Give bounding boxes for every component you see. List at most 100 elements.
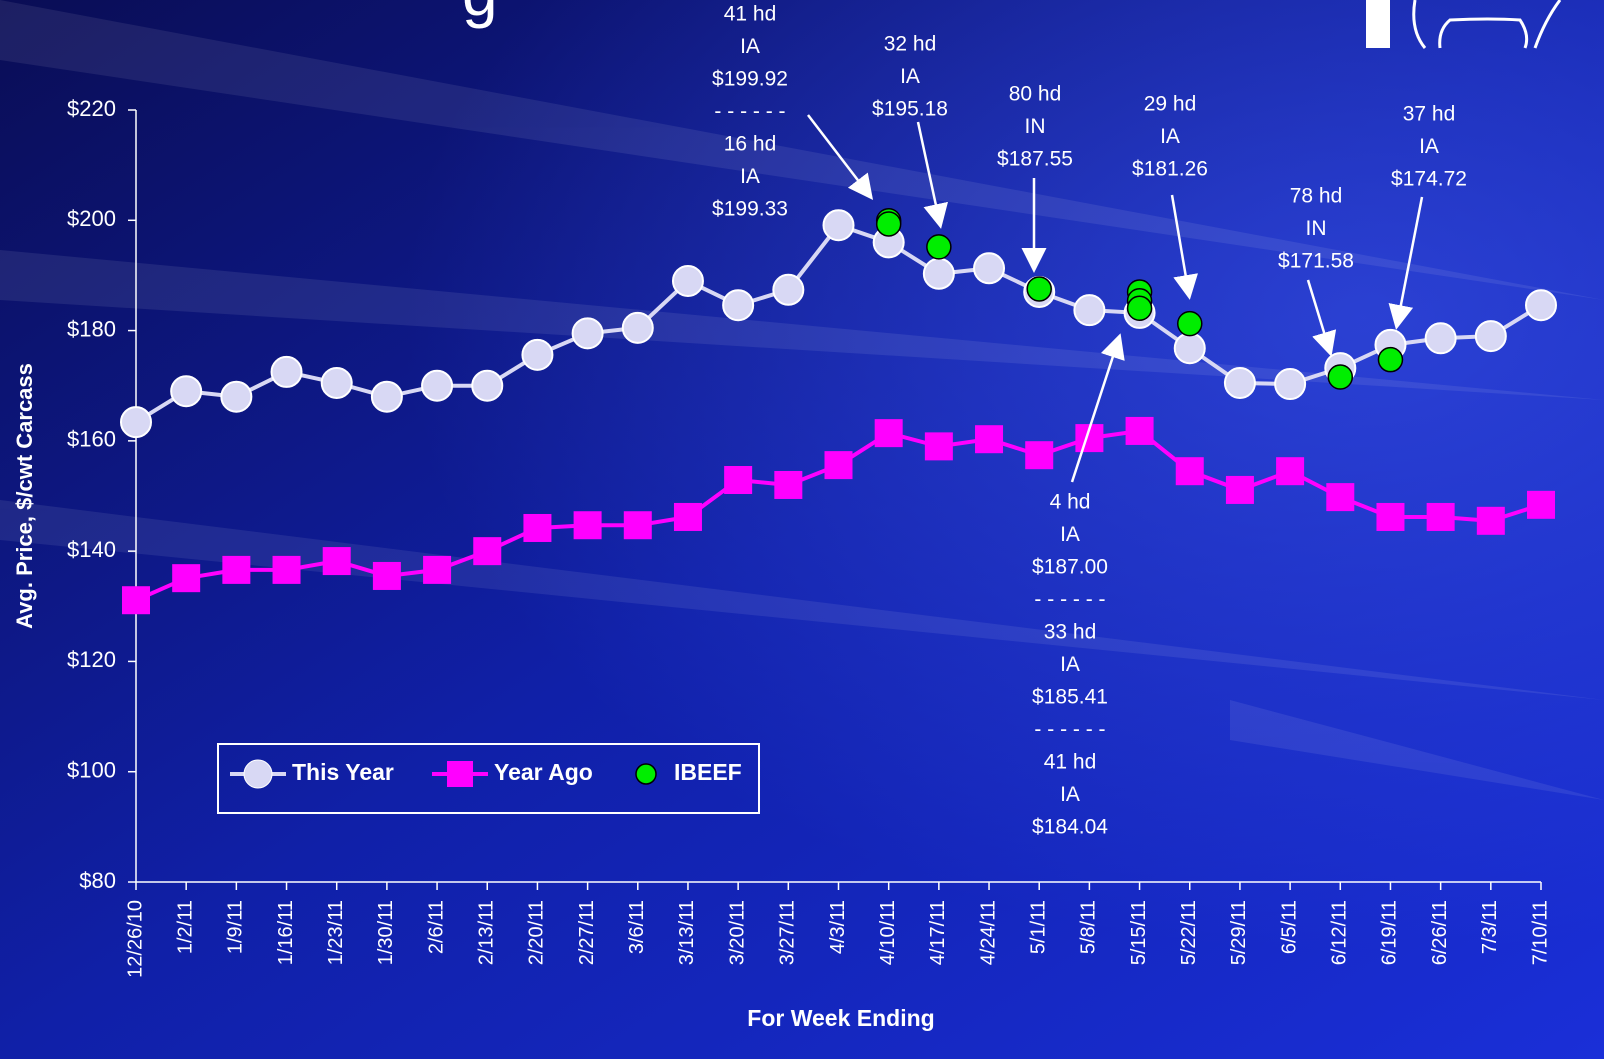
x-axis-label: For Week Ending: [747, 1005, 934, 1031]
x-tick-label: 1/16/11: [275, 900, 297, 965]
point: [974, 253, 1004, 283]
annotation: $199.33: [712, 198, 788, 221]
legend-marker: [636, 764, 656, 784]
point: [1326, 483, 1354, 511]
point: [774, 471, 802, 499]
point: [423, 556, 451, 584]
y-tick-label: $100: [67, 758, 116, 783]
legend-label: Year Ago: [494, 759, 593, 785]
annotation: 4 hd: [1050, 491, 1091, 514]
legend-label: IBEEF: [674, 759, 742, 785]
annotation: IN: [1306, 217, 1327, 240]
point: [1526, 290, 1556, 320]
x-tick-label: 4/24/11: [977, 900, 999, 965]
point: [975, 425, 1003, 453]
point: [1276, 457, 1304, 485]
point: [1128, 296, 1152, 320]
y-tick-label: $180: [67, 316, 116, 341]
annotation: 41 hd: [1044, 751, 1097, 774]
point: [1378, 348, 1402, 372]
point: [724, 466, 752, 494]
annotation: 32 hd: [884, 33, 937, 56]
y-tick-label: $80: [79, 868, 116, 893]
x-tick-label: 6/19/11: [1379, 900, 1401, 965]
point: [222, 556, 250, 584]
point: [121, 407, 151, 437]
y-tick-label: $220: [67, 96, 116, 121]
x-tick-label: 2/6/11: [425, 900, 447, 954]
logo-bar: [1366, 0, 1390, 48]
x-tick-label: 1/23/11: [325, 900, 347, 965]
annotation: IN: [1025, 115, 1046, 138]
x-tick-label: 5/22/11: [1178, 900, 1200, 965]
annotation: IA: [1060, 523, 1080, 546]
point: [1477, 507, 1505, 535]
x-tick-label: 4/17/11: [927, 900, 949, 965]
y-tick-label: $160: [67, 427, 116, 452]
point: [1027, 277, 1051, 301]
annotation: IA: [900, 65, 920, 88]
point: [674, 503, 702, 531]
point: [825, 451, 853, 479]
annotation: 41 hd: [724, 3, 777, 26]
x-tick-label: 1/9/11: [225, 900, 247, 954]
annotation: $171.58: [1278, 250, 1354, 273]
point: [673, 266, 703, 296]
point: [272, 357, 302, 387]
point: [1225, 368, 1255, 398]
annotation: $187.00: [1032, 556, 1108, 579]
x-tick-label: 5/29/11: [1228, 900, 1250, 965]
point: [1178, 312, 1202, 336]
x-tick-label: 3/13/11: [676, 900, 698, 965]
y-tick-label: $140: [67, 537, 116, 562]
point: [1328, 365, 1352, 389]
annotation: 33 hd: [1044, 621, 1097, 644]
point: [171, 376, 201, 406]
x-tick-label: 3/20/11: [726, 900, 748, 965]
point: [323, 547, 351, 575]
point: [1025, 441, 1053, 469]
point: [273, 556, 301, 584]
point: [1074, 295, 1104, 325]
point: [1376, 503, 1404, 531]
point: [773, 275, 803, 305]
point: [523, 514, 551, 542]
x-tick-label: 2/20/11: [526, 900, 548, 965]
annotation: $195.18: [872, 98, 948, 121]
title: g: [462, 0, 498, 29]
point: [1275, 369, 1305, 399]
point: [1226, 476, 1254, 504]
point: [723, 290, 753, 320]
point: [122, 586, 150, 614]
x-tick-label: 12/26/10: [124, 900, 146, 978]
legend-marker: [244, 760, 272, 788]
annotation: IA: [1160, 125, 1180, 148]
annotation: $181.26: [1132, 158, 1208, 181]
annotation: IA: [740, 35, 760, 58]
annotation: $187.55: [997, 148, 1073, 171]
point: [927, 235, 951, 259]
annotation: - - - - - -: [714, 100, 785, 123]
legend-label: This Year: [292, 759, 394, 785]
point: [373, 562, 401, 590]
x-tick-label: 5/15/11: [1128, 900, 1150, 965]
x-tick-label: 5/8/11: [1078, 900, 1100, 954]
point: [322, 368, 352, 398]
point: [924, 259, 954, 289]
point: [522, 340, 552, 370]
y-tick-label: $120: [67, 647, 116, 672]
annotation: $184.04: [1032, 816, 1108, 839]
point: [1126, 417, 1154, 445]
annotation: IA: [1419, 135, 1439, 158]
point: [221, 382, 251, 412]
point: [1175, 333, 1205, 363]
point: [1176, 457, 1204, 485]
point: [1527, 491, 1555, 519]
point: [623, 313, 653, 343]
point: [624, 511, 652, 539]
x-tick-label: 2/13/11: [476, 900, 498, 965]
point: [877, 212, 901, 236]
x-tick-label: 6/26/11: [1429, 900, 1451, 965]
point: [422, 371, 452, 401]
x-tick-label: 3/27/11: [777, 900, 799, 965]
